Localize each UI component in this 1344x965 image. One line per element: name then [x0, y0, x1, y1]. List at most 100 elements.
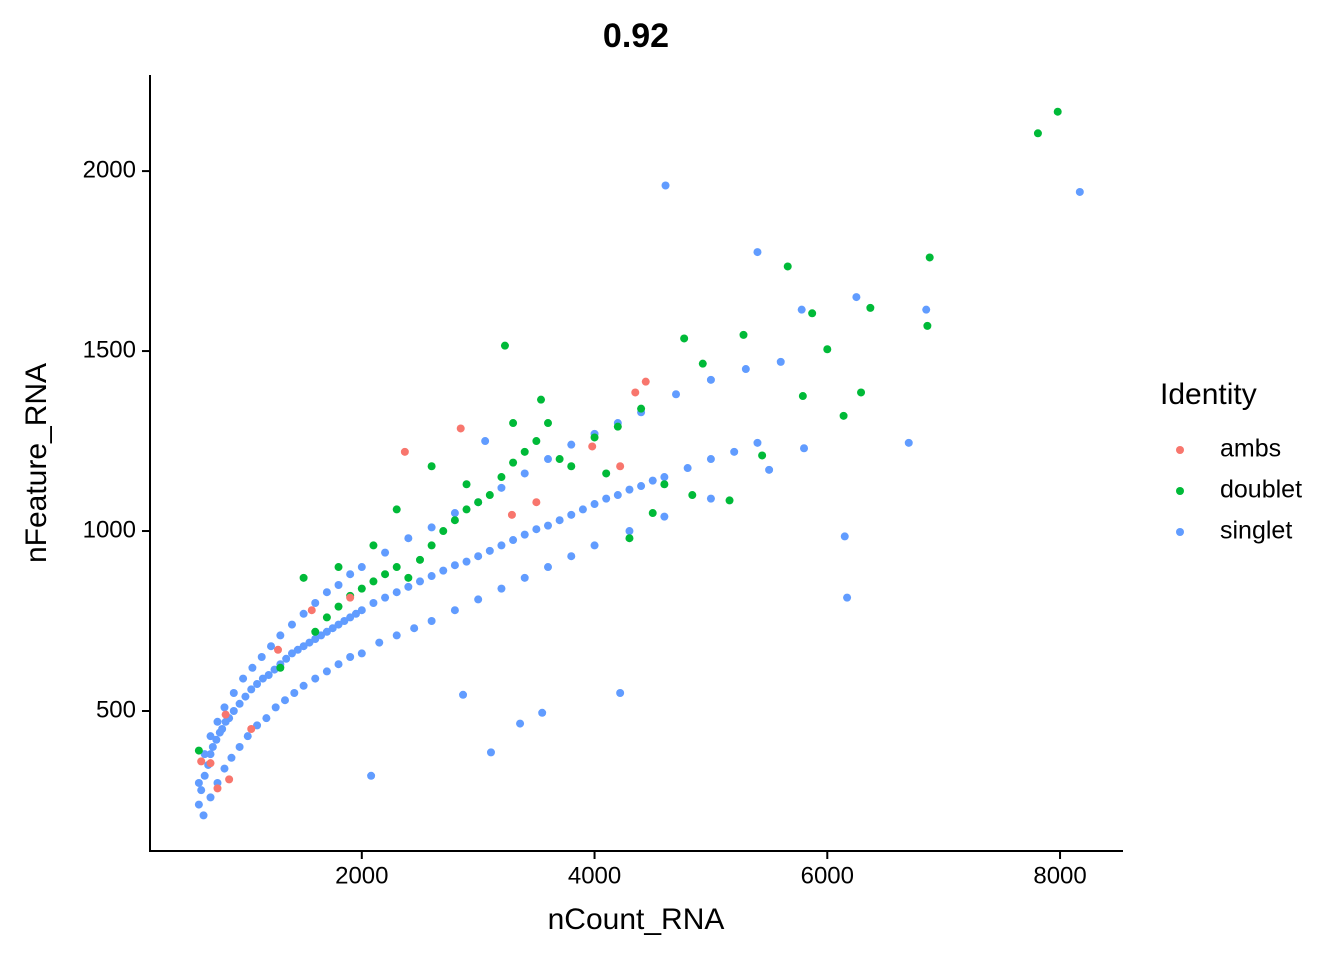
- point: [276, 631, 285, 640]
- point: [852, 293, 861, 302]
- point: [241, 692, 250, 701]
- point: [857, 388, 866, 397]
- point: [797, 305, 806, 314]
- point: [758, 451, 767, 460]
- point: [206, 732, 215, 741]
- point: [509, 536, 518, 545]
- point: [537, 395, 546, 404]
- point: [866, 303, 875, 312]
- point: [730, 447, 739, 456]
- point: [404, 573, 413, 582]
- point: [271, 703, 280, 712]
- point: [299, 609, 308, 618]
- point: [520, 573, 529, 582]
- point: [357, 649, 366, 658]
- point: [258, 674, 267, 683]
- point: [706, 455, 715, 464]
- point: [602, 469, 611, 478]
- point: [543, 455, 552, 464]
- point: [247, 685, 256, 694]
- point: [590, 433, 599, 442]
- point: [282, 654, 291, 663]
- point: [625, 527, 634, 536]
- x-tick-label: 2000: [335, 862, 388, 889]
- point: [567, 510, 576, 519]
- point: [602, 494, 611, 503]
- point: [459, 690, 468, 699]
- legend-title: Identity: [1160, 378, 1257, 411]
- point: [410, 624, 419, 633]
- point: [485, 546, 494, 555]
- point: [381, 593, 390, 602]
- point: [427, 617, 436, 626]
- point: [197, 757, 206, 766]
- point: [739, 330, 748, 339]
- point: [637, 482, 646, 491]
- point: [322, 627, 331, 636]
- point: [925, 253, 934, 262]
- point: [334, 602, 343, 611]
- point: [235, 742, 244, 751]
- x-tick-label: 4000: [568, 862, 621, 889]
- legend-label: singlet: [1220, 517, 1292, 545]
- y-tick-label: 1500: [83, 336, 136, 363]
- y-tick-label: 500: [96, 696, 136, 723]
- point: [648, 476, 657, 485]
- point: [688, 491, 697, 500]
- point: [427, 541, 436, 550]
- point: [200, 771, 209, 780]
- point: [555, 516, 564, 525]
- point: [1075, 187, 1084, 196]
- point: [257, 653, 266, 661]
- point: [543, 563, 552, 572]
- legend-marker: [1176, 446, 1184, 454]
- point: [392, 631, 401, 640]
- point: [753, 248, 762, 257]
- point: [660, 512, 669, 521]
- point: [280, 696, 289, 705]
- point: [486, 748, 495, 757]
- point: [274, 645, 283, 654]
- point: [334, 660, 343, 669]
- point: [706, 375, 715, 384]
- point: [520, 447, 529, 456]
- point: [305, 638, 314, 647]
- point: [923, 321, 932, 330]
- x-tick-label: 6000: [801, 862, 854, 889]
- point: [613, 491, 622, 500]
- point: [221, 710, 230, 719]
- point: [680, 334, 689, 343]
- point: [578, 505, 587, 514]
- point: [637, 404, 646, 413]
- point: [239, 674, 248, 683]
- y-axis-label: nFeature_RNA: [20, 363, 53, 563]
- point: [590, 541, 599, 550]
- point: [375, 638, 384, 647]
- point: [427, 572, 436, 581]
- point: [588, 442, 597, 451]
- point: [641, 377, 650, 386]
- point: [507, 510, 516, 519]
- point: [567, 552, 576, 561]
- point: [311, 627, 320, 636]
- point: [206, 750, 215, 759]
- point: [520, 469, 529, 478]
- y-tick-label: 2000: [83, 156, 136, 183]
- point: [322, 588, 331, 597]
- point: [311, 599, 320, 608]
- point: [415, 577, 424, 586]
- point: [206, 759, 215, 768]
- point: [247, 724, 256, 733]
- point: [287, 649, 296, 658]
- point: [800, 444, 809, 453]
- point: [631, 388, 640, 397]
- point: [497, 473, 506, 482]
- point: [683, 464, 692, 473]
- point: [823, 345, 832, 354]
- point: [367, 771, 376, 780]
- point: [625, 534, 634, 543]
- point: [497, 584, 506, 593]
- point: [456, 424, 465, 433]
- point: [229, 688, 238, 697]
